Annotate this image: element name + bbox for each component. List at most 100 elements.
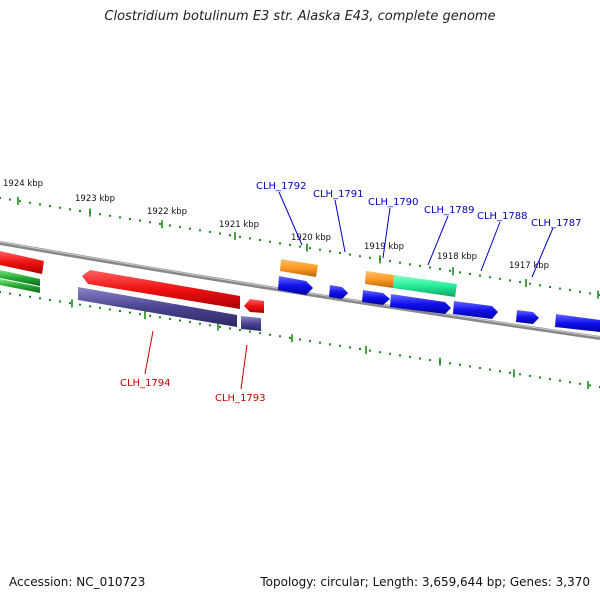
tick-dot xyxy=(39,297,41,300)
gene-features xyxy=(0,251,600,332)
gene-feature-green-2[interactable] xyxy=(0,279,40,293)
gene-clh-1793-bar[interactable] xyxy=(241,316,261,331)
tick-dot xyxy=(169,317,171,320)
tick-dot xyxy=(429,359,431,362)
tick-dot xyxy=(459,363,461,366)
tick-dot xyxy=(459,271,461,274)
tick-dot xyxy=(19,200,21,203)
tick-dot xyxy=(49,298,51,301)
gene-label-clh-1790[interactable]: CLH_1790 xyxy=(368,197,419,208)
tick-dot xyxy=(9,292,11,295)
genome-summary-text: Topology: circular; Length: 3,659,644 bp… xyxy=(260,575,590,589)
tick-dot xyxy=(89,305,91,308)
tick-dot xyxy=(289,336,291,339)
tick-dot xyxy=(219,232,221,235)
tick-dot xyxy=(249,237,251,240)
gene-label-clh-1792[interactable]: CLH_1792 xyxy=(256,181,307,192)
tick-dot xyxy=(19,294,21,297)
tick-dot xyxy=(69,208,71,211)
gene-clh-1792-orange[interactable] xyxy=(280,259,318,277)
tick-dot xyxy=(279,242,281,245)
tick-dot xyxy=(139,313,141,316)
gene-clh-1792-arrow[interactable] xyxy=(278,276,313,295)
tick-dot xyxy=(359,348,361,350)
gene-label-clh-1794[interactable]: CLH_1794 xyxy=(120,378,171,389)
tick-dot xyxy=(219,325,221,328)
tick-dot xyxy=(369,349,371,352)
gene-label-clh-1793[interactable]: CLH_1793 xyxy=(215,393,266,404)
gene-feature-red[interactable] xyxy=(0,251,44,274)
gene-label-clh-1789[interactable]: CLH_1789 xyxy=(424,205,475,216)
gene-label-clh-1787[interactable]: CLH_1787 xyxy=(531,218,582,229)
tick-dot xyxy=(349,346,351,349)
tick-dot xyxy=(79,209,81,212)
tick-dot xyxy=(179,319,181,322)
gene-clh-1789-aqua[interactable] xyxy=(393,275,457,297)
tick-dot xyxy=(79,303,81,306)
leader-line xyxy=(144,330,154,375)
tick-dot xyxy=(49,205,51,208)
gene-clh-1791-arrow[interactable] xyxy=(329,285,348,299)
tick-dot xyxy=(59,300,61,303)
kbp-label: 1918 kbp xyxy=(437,252,477,262)
tick-dot xyxy=(109,308,111,311)
gene-clh-1790-arrow[interactable] xyxy=(362,290,390,305)
gene-feature-blue-edge[interactable] xyxy=(555,314,600,332)
tick-dot xyxy=(519,281,521,284)
tick-dot xyxy=(399,354,401,357)
gene-clh-1793-arrow[interactable] xyxy=(244,299,264,313)
tick-dot xyxy=(539,284,541,287)
tick-dot xyxy=(29,295,31,298)
leader-line xyxy=(480,221,501,272)
kbp-label: 1921 kbp xyxy=(219,220,259,230)
gene-clh-1794-bar[interactable] xyxy=(78,287,237,327)
tick-dot xyxy=(489,276,491,279)
tick-dot xyxy=(199,229,201,232)
tick-dot xyxy=(0,197,1,199)
tick-dot xyxy=(299,338,301,341)
leader-line xyxy=(382,207,391,259)
tick-dot xyxy=(149,314,151,317)
tick-dot xyxy=(119,216,121,219)
gene-label-clh-1791[interactable]: CLH_1791 xyxy=(313,189,364,200)
gene-clh-1788-arrow[interactable] xyxy=(453,301,498,319)
tick-dot xyxy=(189,227,191,230)
tick-dot xyxy=(309,340,311,343)
tick-dot xyxy=(409,355,411,358)
tick-dot xyxy=(499,277,501,280)
tick-dot xyxy=(299,245,301,248)
tick-dot xyxy=(239,235,241,238)
tick-dot xyxy=(529,282,531,285)
tick-dot xyxy=(549,378,551,381)
tick-dot xyxy=(539,376,541,379)
tick-dot xyxy=(159,316,161,319)
tick-dot xyxy=(99,306,101,309)
tick-dot xyxy=(479,274,481,277)
leader-line xyxy=(427,215,449,266)
gene-clh-1789-arrow[interactable] xyxy=(390,294,451,314)
gene-label-clh-1788[interactable]: CLH_1788 xyxy=(477,211,528,222)
tick-dot xyxy=(209,230,211,233)
tick-dot xyxy=(259,332,261,335)
gene-clh-1787-arrow[interactable] xyxy=(516,310,539,324)
gene-clh-1790-orange[interactable] xyxy=(365,271,394,288)
tick-dot xyxy=(429,266,431,269)
tick-dot xyxy=(99,213,101,216)
lower-tick-track xyxy=(0,291,600,390)
leader-line xyxy=(334,199,346,253)
gene-clh-1794-arrow[interactable] xyxy=(82,270,240,309)
kbp-label: 1920 kbp xyxy=(291,233,331,243)
gene-feature-green[interactable] xyxy=(0,270,40,286)
tick-dot xyxy=(9,198,11,201)
tick-dot xyxy=(579,382,581,385)
tick-dot xyxy=(339,344,341,347)
tick-dot xyxy=(439,268,441,271)
tick-dot xyxy=(569,381,571,384)
tick-dot xyxy=(369,256,371,259)
tick-dot xyxy=(489,368,491,371)
tick-dot xyxy=(509,279,511,282)
tick-dot xyxy=(159,222,161,225)
upper-tick-track xyxy=(0,196,600,299)
tick-dot xyxy=(529,374,531,377)
